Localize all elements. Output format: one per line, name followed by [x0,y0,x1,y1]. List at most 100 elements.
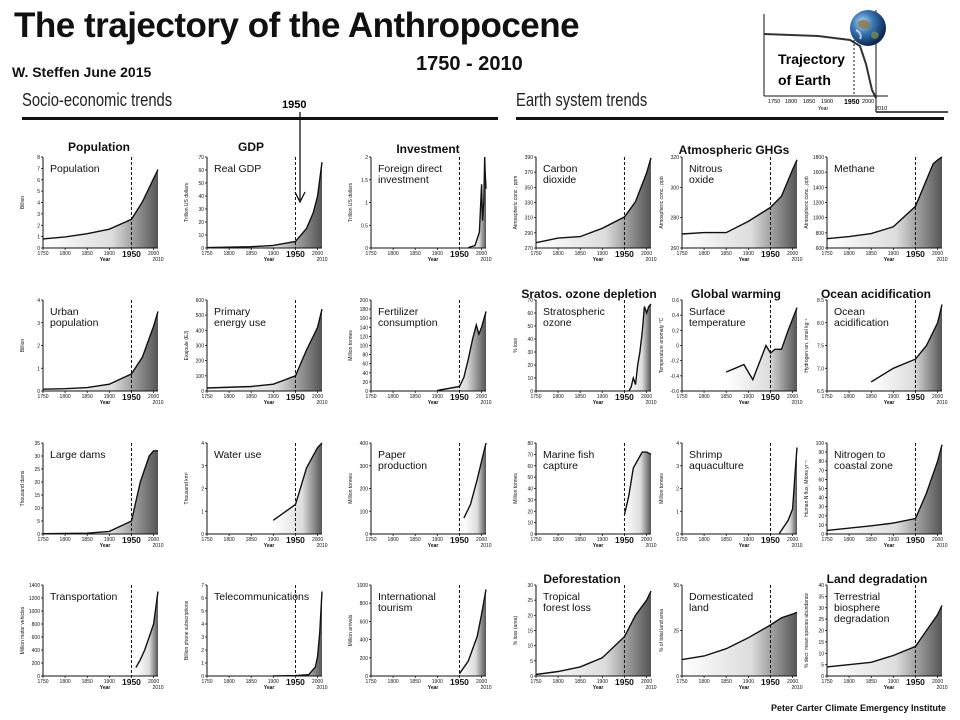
category-label: Land degradation [826,572,928,586]
y-tick-label: 1 [676,509,679,515]
x-tick-label: 2000 [641,251,652,257]
x-tick-label: 1800 [553,394,564,400]
series-area [827,157,942,248]
y-tick-label: 35 [34,441,40,447]
y-axis-label: Million motor vehicles [20,606,26,654]
x-tick-label: 1750 [821,251,832,257]
y-tick-label: 400 [32,648,41,654]
series-area [43,169,158,248]
y-tick-label: 10 [198,233,204,239]
chart-title: Foreign direct [378,163,442,175]
x-tick-label: 2010 [152,400,163,406]
chart-title: energy use [214,317,266,329]
socio-economic-header: Socio-economic trends [22,90,173,110]
x-tick-label: 2000 [476,679,487,685]
y-tick-label: 20 [527,363,533,369]
y-tick-label: 2 [365,155,368,161]
series-area [624,452,651,534]
x-tick-label: 2010 [480,400,491,406]
chart-panel: 0 100 200 300 400 500 600 1750 1800 1850 1900 1950 2… [184,298,328,406]
y-tick-label: 4 [201,441,204,447]
x-tick-label: 1800 [844,537,855,543]
x-axis-label: Year [884,685,895,691]
series-line [206,162,323,249]
x-axis-label: Year [264,685,275,691]
x-tick-label: 2000 [641,394,652,400]
y-tick-label: 200 [32,661,41,667]
x-tick-label: 1850 [866,679,877,685]
chart-title: degradation [834,613,890,625]
x-tick-label: 1900 [432,251,443,257]
series-area [682,159,797,248]
x-tick-label: 2010 [791,257,802,263]
x-tick-label: 1750 [365,679,376,685]
x-tick-label: 2000 [476,251,487,257]
series-line [42,169,159,240]
category-label: Population [68,140,130,154]
chart-title: Large dams [50,449,105,461]
x-tick-label: 1750 [821,679,832,685]
y-axis-label: Billion [20,196,26,210]
y-tick-label: 160 [360,316,369,322]
x-tick-label: 1750 [201,394,212,400]
series-area [273,591,322,676]
y-tick-label: 4 [37,201,40,207]
x-tick-label: 1850 [82,679,93,685]
y-tick-label: 1 [201,509,204,515]
y-tick-label: 50 [673,583,679,589]
y-axis-label: Million tonnes [348,473,354,504]
y-tick-label: 60 [527,464,533,470]
inset-tick: 2010 [875,106,887,112]
y-tick-label: 10 [34,506,40,512]
chart-title: International [378,591,436,603]
y-tick-label: 7 [37,166,40,172]
y-tick-label: 1400 [813,185,824,191]
y-tick-label: 30 [527,498,533,504]
x-tick-label: 2000 [641,537,652,543]
y-tick-label: 350 [525,185,534,191]
x-tick-label: 2000 [148,679,159,685]
chart-title: Stratospheric [543,306,605,318]
y-tick-label: 600 [32,635,41,641]
x-tick-label: 1750 [530,679,541,685]
x-tick-label: 1850 [575,251,586,257]
x-tick-label: 1900 [268,251,279,257]
x-tick-label: 1850 [721,251,732,257]
x-tick-label: 2010 [480,543,491,549]
chart-panel: 270 290 310 330 350 370 390 1750 1800 1850 1900 195… [513,155,657,263]
y-tick-label: 70 [198,155,204,161]
y-axis-label: % loss (area) [513,615,519,645]
y-tick-label: 0 [821,532,824,538]
x-tick-label: 1750 [37,679,48,685]
y-tick-label: 0 [365,389,368,395]
series-area [536,157,651,248]
x-tick-label: 1800 [553,537,564,543]
y-tick-label: 7.0 [817,366,824,372]
y-tick-label: 390 [525,155,534,161]
y-tick-label: 0.5 [361,223,368,229]
gdp-1950-marker-label: 1950 [282,99,307,111]
y-tick-label: 30 [34,454,40,460]
x-tick-label: 1900 [597,251,608,257]
series-area [273,443,322,534]
y-tick-label: 0 [37,246,40,252]
x-tick-label: 1900 [432,679,443,685]
y-tick-label: 0 [37,532,40,538]
main-title: The trajectory of the Anthropocene [14,6,580,45]
inset-tick: 2000 [862,99,874,105]
x-tick-label: 1950 [761,677,780,687]
inset-xlabel: Year [818,106,828,112]
y-tick-label: 0 [530,674,533,680]
y-tick-label: 2 [676,487,679,493]
y-tick-label: 20 [527,509,533,515]
chart-title: production [378,460,427,472]
y-tick-label: 1200 [813,201,824,207]
trajectory-of-earth-label: Trajectory of Earth [778,49,845,91]
y-tick-label: 1000 [29,609,40,615]
inset-tick: 1750 [768,99,780,105]
x-tick-label: 1950 [122,392,141,402]
x-tick-label: 2000 [932,251,943,257]
y-tick-label: 0 [37,389,40,395]
x-axis-label: Year [428,257,439,263]
